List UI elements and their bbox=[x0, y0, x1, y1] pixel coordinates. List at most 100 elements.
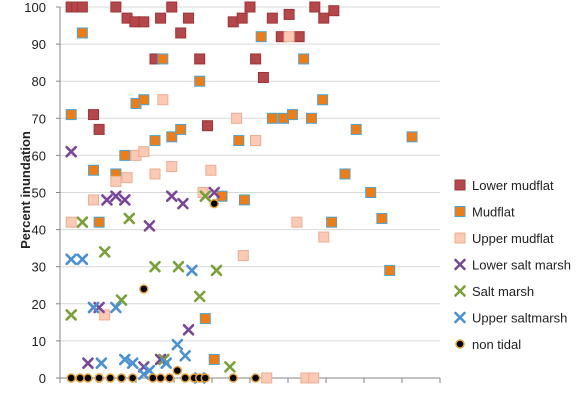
data-point bbox=[328, 5, 340, 17]
data-point bbox=[119, 353, 131, 366]
data-point bbox=[88, 164, 100, 176]
data-point bbox=[293, 31, 305, 43]
data-point bbox=[291, 216, 303, 228]
y-tick-label: 60 bbox=[32, 148, 46, 163]
data-point bbox=[182, 323, 195, 336]
data-point bbox=[202, 120, 214, 132]
data-point bbox=[376, 212, 388, 224]
data-point bbox=[76, 253, 89, 266]
data-point bbox=[101, 194, 113, 206]
data-point bbox=[166, 131, 178, 143]
data-point bbox=[75, 373, 85, 383]
data-point bbox=[194, 53, 206, 65]
data-point bbox=[298, 53, 310, 65]
legend-marker bbox=[454, 206, 466, 217]
legend-item: Mudflat bbox=[454, 205, 515, 220]
data-point bbox=[138, 368, 150, 381]
y-tick-label: 10 bbox=[32, 334, 46, 349]
data-point bbox=[105, 373, 116, 383]
series-lower-mudflat bbox=[65, 1, 340, 135]
data-point bbox=[65, 145, 77, 158]
legend-label: non tidal bbox=[472, 337, 521, 352]
data-point bbox=[175, 27, 187, 39]
data-point bbox=[283, 8, 295, 20]
data-point bbox=[180, 373, 190, 383]
data-point bbox=[199, 190, 212, 203]
data-points bbox=[65, 1, 418, 384]
data-point bbox=[110, 1, 122, 13]
legend-marker bbox=[454, 258, 466, 271]
data-point bbox=[121, 172, 133, 184]
data-point bbox=[175, 123, 187, 135]
data-point bbox=[65, 109, 77, 121]
data-point bbox=[231, 112, 243, 124]
y-tick-label: 80 bbox=[32, 74, 46, 89]
data-point bbox=[88, 194, 100, 206]
data-point bbox=[208, 353, 220, 365]
data-point bbox=[209, 198, 219, 209]
data-point bbox=[110, 175, 122, 187]
data-point bbox=[406, 131, 418, 143]
data-point bbox=[123, 212, 136, 225]
data-point bbox=[286, 109, 298, 121]
series-upper-saltmarsh bbox=[65, 253, 206, 384]
series-lower-salt-marsh bbox=[65, 145, 221, 373]
series-upper-mudflat bbox=[65, 31, 330, 384]
data-point bbox=[157, 94, 169, 106]
y-tick-label: 100 bbox=[24, 0, 46, 15]
data-point bbox=[139, 284, 149, 294]
data-point bbox=[236, 12, 248, 24]
data-point bbox=[160, 357, 172, 369]
data-point bbox=[210, 264, 223, 277]
y-tick-label: 70 bbox=[32, 111, 46, 126]
y-tick-label: 90 bbox=[32, 37, 46, 52]
data-point bbox=[110, 301, 122, 314]
data-point bbox=[194, 75, 206, 87]
series-salt-marsh bbox=[65, 190, 236, 373]
data-point bbox=[143, 220, 156, 232]
data-point bbox=[155, 12, 167, 24]
data-point bbox=[255, 31, 267, 43]
data-point bbox=[384, 264, 396, 276]
data-point bbox=[154, 353, 167, 366]
data-point bbox=[318, 12, 330, 24]
data-point bbox=[250, 373, 261, 383]
data-point bbox=[65, 216, 77, 228]
legend-item: Upper saltmarsh bbox=[454, 311, 567, 326]
data-point bbox=[228, 373, 238, 383]
y-tick-label: 50 bbox=[32, 186, 46, 201]
data-point bbox=[88, 109, 100, 121]
data-point bbox=[149, 260, 161, 273]
legend-marker bbox=[455, 339, 465, 349]
y-tick-label: 0 bbox=[39, 371, 46, 386]
data-point bbox=[65, 253, 77, 266]
data-point bbox=[172, 260, 185, 273]
data-point bbox=[183, 12, 195, 24]
data-point bbox=[95, 357, 108, 369]
series-non-tidal bbox=[66, 198, 261, 383]
y-axis-tick-labels: 0 10 20 30 40 50 60 70 80 90 100 bbox=[24, 0, 46, 386]
data-point bbox=[224, 361, 236, 373]
data-point bbox=[257, 71, 269, 83]
legend-item: Lower salt marsh bbox=[454, 258, 571, 273]
data-point bbox=[261, 372, 273, 384]
y-axis-title: Percent inundation bbox=[18, 131, 33, 249]
data-point bbox=[149, 135, 161, 147]
data-point bbox=[157, 53, 169, 65]
data-point bbox=[199, 313, 211, 325]
legend-marker bbox=[454, 232, 466, 244]
data-point bbox=[177, 197, 189, 210]
legend-item: Upper mudflat bbox=[454, 231, 554, 246]
data-point bbox=[126, 357, 139, 369]
data-point bbox=[166, 1, 178, 13]
data-point bbox=[172, 365, 183, 376]
data-point bbox=[138, 94, 150, 106]
data-point bbox=[98, 246, 111, 258]
data-point bbox=[308, 372, 320, 384]
data-point bbox=[317, 94, 329, 106]
data-point bbox=[339, 168, 351, 180]
legend: Lower mudflat Mudflat Upper mudflat Lower s… bbox=[454, 178, 571, 352]
data-point bbox=[326, 216, 338, 228]
data-point bbox=[250, 135, 262, 147]
